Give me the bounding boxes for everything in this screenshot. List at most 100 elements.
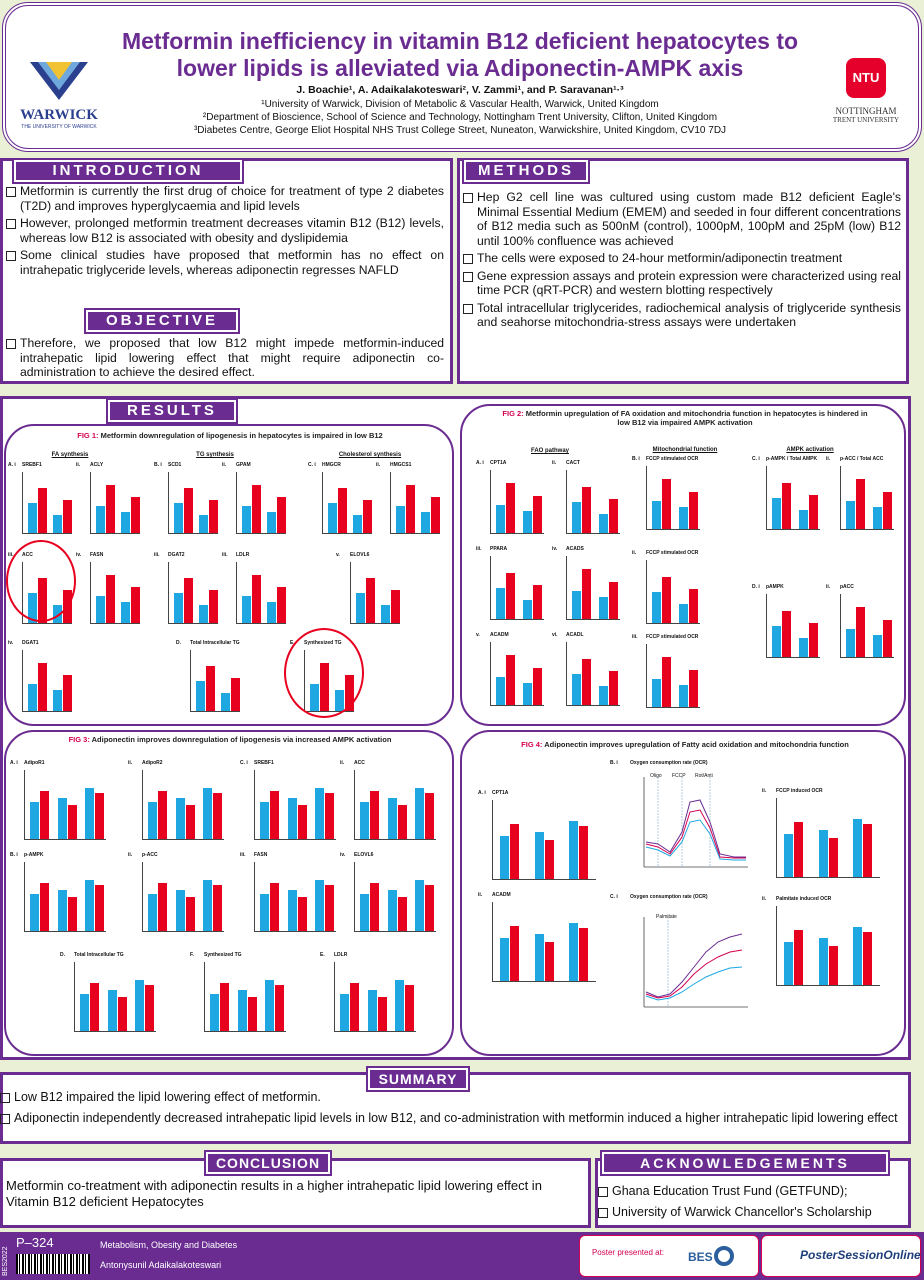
chart-bar (397, 897, 407, 931)
chart-bar (523, 683, 533, 705)
chart-title: pACC (840, 584, 854, 590)
chart-panel-label: v. (336, 552, 340, 558)
chart-bar (107, 990, 117, 1031)
chart-bar (609, 581, 619, 619)
chart-title: FCCP stimulated OCR (646, 456, 699, 462)
title-line1: Metformin inefficiency in vitamin B12 de… (121, 28, 799, 54)
chart-bar (260, 801, 270, 839)
chart-bar (325, 884, 335, 931)
chart-bar (405, 984, 415, 1031)
chart-bar (662, 657, 672, 707)
chart-panel-label: iii. (476, 546, 482, 552)
poster-title: Metformin inefficiency in vitamin B12 de… (60, 28, 860, 82)
chart-panel-label: iii. (222, 552, 228, 558)
chart-plot-area (334, 962, 416, 1032)
chart-bar (158, 883, 168, 931)
fig4-fccp-text: FCCP (672, 773, 686, 779)
chart-bar (689, 669, 699, 707)
affiliation-3: ³Diabetes Centre, George Eliot Hospital … (193, 125, 727, 136)
chart-plot-area (490, 556, 544, 620)
chart-bar (662, 479, 672, 529)
chart-bar (131, 497, 140, 533)
chart-bar (431, 497, 440, 533)
chart-panel-label: D. (176, 640, 181, 646)
footer-year-tag: BES2022 (2, 1246, 9, 1276)
chart-title: Total Intracellular TG (190, 640, 240, 646)
mini-chart: ii. FCCP induced OCR (762, 788, 882, 888)
fig2-group-mito: Mitochondrial function (652, 447, 718, 453)
chart-panel-label: iv. (340, 852, 346, 858)
chart-title: CPT1A (492, 790, 509, 796)
chart-plot-area (90, 562, 140, 624)
fig1-highlight-acc (6, 540, 76, 622)
chart-bar (793, 930, 803, 985)
chart-bar (267, 602, 276, 623)
figure-3-title: FIG 3: Adiponectin improves downregulati… (40, 735, 420, 744)
ocr-chart-header: C. i Oxygen consumption rate (OCR) (610, 894, 760, 904)
chart-plot-area (492, 800, 596, 880)
chart-panel-label: ii. (478, 892, 483, 898)
footer-presented-at-box: Poster presented at: BES (579, 1235, 759, 1277)
chart-title: Palmitate induced OCR (776, 896, 832, 902)
chart-bar (360, 893, 370, 931)
chart-bar (533, 584, 543, 619)
chart-title: LDLR (236, 552, 250, 558)
chart-title: FASN (90, 552, 104, 558)
chart-title: FASN (254, 852, 268, 858)
chart-bar (406, 485, 415, 533)
chart-bar (496, 677, 506, 705)
chart-bar (270, 883, 280, 931)
chart-panel-label: E. (320, 952, 325, 958)
chart-bar (237, 990, 247, 1031)
mini-chart: C. i p-AMPK / Total AMPK (752, 456, 822, 540)
mini-chart: E. LDLR (320, 952, 418, 1042)
mini-chart: ii. AdipoR2 (128, 760, 226, 850)
chart-panel-label: ii. (826, 584, 831, 590)
chart-title: CACT (566, 460, 580, 466)
chart-title: GPAM (236, 462, 251, 468)
conclusion-label: CONCLUSION (204, 1150, 332, 1176)
chart-bar (387, 890, 397, 931)
chart-title: ACLY (90, 462, 104, 468)
chart-bar (199, 605, 208, 623)
ack-item: Ghana Education Trust Fund (GETFUND); (598, 1184, 908, 1199)
chart-bar (509, 926, 519, 981)
summary-label: SUMMARY (366, 1066, 470, 1092)
chart-bar (53, 515, 62, 533)
footer-category: Metabolism, Obesity and Diabetes (100, 1240, 238, 1250)
chart-bar (599, 597, 609, 619)
chart-bar (220, 983, 230, 1031)
fig4-caption: Adiponectin improves upregulation of Fat… (544, 740, 849, 749)
chart-title: Oxygen consumption rate (OCR) (630, 894, 708, 900)
chart-bar (499, 938, 509, 981)
chart-bar (873, 507, 883, 529)
chart-bar (63, 675, 72, 711)
chart-plot-area (168, 472, 218, 534)
chart-title: Synthesized TG (204, 952, 242, 958)
title-line2: lower lipids is alleviated via Adiponect… (176, 55, 744, 81)
chart-plot-area (22, 650, 72, 712)
chart-bar (270, 791, 280, 839)
chart-panel-label: ii. (632, 550, 637, 556)
chart-bar (30, 801, 40, 839)
chart-bar (782, 610, 792, 657)
chart-bar (297, 805, 307, 839)
chart-bar (206, 666, 215, 711)
chart-bar (185, 805, 195, 839)
chart-bar (544, 840, 554, 879)
chart-bar (174, 503, 183, 533)
chart-plot-area (236, 562, 286, 624)
ntu-badge: NTU (846, 58, 886, 98)
chart-title: FCCP stimulated OCR (646, 634, 699, 640)
chart-bar (396, 506, 405, 533)
chart-title: ACADM (490, 632, 509, 638)
chart-bar (338, 488, 347, 533)
mini-chart: ii. FCCP stimulated OCR (632, 550, 702, 634)
mini-chart: D. Total Intracellular TG (60, 952, 158, 1042)
chart-panel-label: A. i (478, 790, 486, 796)
chart-plot-area (350, 562, 400, 624)
chart-bar (818, 938, 828, 985)
chart-bar (496, 505, 506, 533)
chart-panel-label: vi. (552, 632, 558, 638)
chart-panel-label: ii. (762, 896, 767, 902)
